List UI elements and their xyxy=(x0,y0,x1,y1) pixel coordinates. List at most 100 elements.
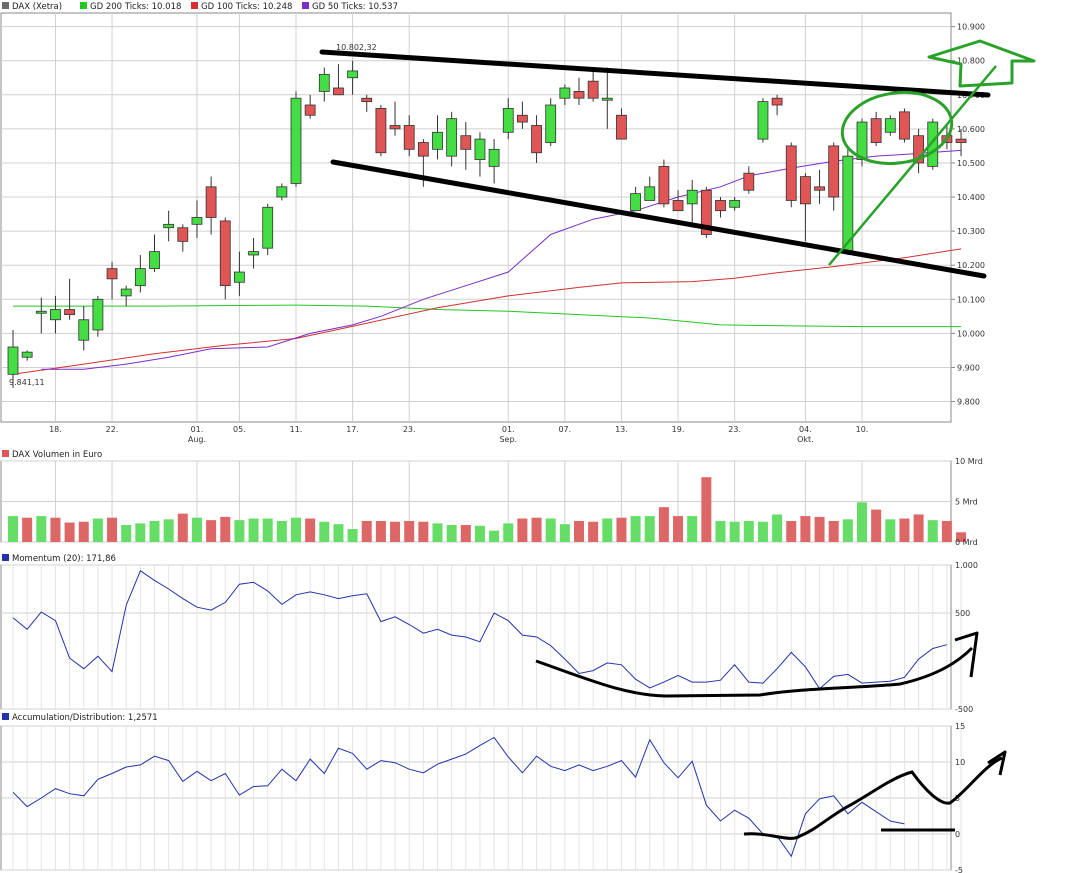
volume-bar xyxy=(305,518,316,542)
price-x-tick-label: 17. xyxy=(346,425,359,434)
gd100-line xyxy=(12,248,962,375)
legend-swatch-gd100 xyxy=(191,2,198,9)
volume-bar xyxy=(107,517,118,542)
candle-body xyxy=(134,268,146,287)
price-x-tick-label: 01. xyxy=(191,425,204,434)
volume-bar xyxy=(474,525,485,542)
momentum-y-tick-label: -500 xyxy=(955,705,973,714)
green-support-line xyxy=(828,65,997,266)
candle-body xyxy=(177,227,189,242)
volume-bar xyxy=(743,520,754,542)
candle-body xyxy=(573,90,585,99)
candle-body xyxy=(120,288,132,297)
candle-body xyxy=(205,186,217,218)
ad-title-swatch xyxy=(2,713,9,720)
gd200-line xyxy=(13,304,962,328)
candle-body xyxy=(531,125,542,154)
candle-body xyxy=(700,189,712,235)
volume-bar xyxy=(503,523,514,542)
momentum-panel: 1.000 500 -500 xyxy=(0,561,979,714)
candle-body xyxy=(290,97,302,184)
volume-bar xyxy=(191,517,202,542)
volume-bar xyxy=(8,516,18,542)
candle-body xyxy=(92,298,104,331)
volume-bar xyxy=(319,521,330,542)
volume-bar xyxy=(729,521,740,542)
candle-body xyxy=(616,114,627,140)
price-y-tick-label: 10.400 xyxy=(957,193,985,202)
candle-body xyxy=(375,108,387,154)
price-x-tick-label: 19. xyxy=(672,425,685,434)
legend-label-gd200: GD 200 Ticks: 10.018 xyxy=(90,2,181,12)
candle-body xyxy=(502,108,514,133)
volume-bar xyxy=(786,520,797,542)
candle-body xyxy=(559,87,571,99)
candle-body xyxy=(417,142,429,157)
candle-body xyxy=(517,114,528,123)
candle-body xyxy=(814,186,825,191)
moving-averages xyxy=(12,149,962,375)
candle-body xyxy=(333,87,344,96)
price-y-tick-label: 10.500 xyxy=(957,159,985,168)
volume-bar xyxy=(220,516,231,542)
candle-body xyxy=(78,319,90,341)
price-x-tick-label: 07. xyxy=(558,425,571,434)
legend-swatch-gd50 xyxy=(302,2,309,9)
price-x-month-label: Aug. xyxy=(188,435,206,444)
volume-bar xyxy=(616,517,627,542)
volume-bar xyxy=(956,532,967,542)
volume-bar xyxy=(842,519,853,542)
volume-bar xyxy=(885,519,896,542)
price-x-tick-label: 10. xyxy=(856,425,869,434)
volume-bar xyxy=(206,520,217,542)
volume-bar xyxy=(927,520,938,542)
candle-body xyxy=(35,310,47,314)
price-y-tick-label: 9.800 xyxy=(957,398,980,407)
momentum-arrow-drawing xyxy=(954,631,979,678)
price-y-tick-label: 10.000 xyxy=(957,329,985,338)
candle-body xyxy=(899,111,910,140)
momentum-line xyxy=(12,570,948,690)
volume-bar xyxy=(262,518,273,542)
volume-bar xyxy=(361,520,372,542)
candle-body xyxy=(446,118,458,157)
candlesticks xyxy=(7,60,967,388)
ad-y-tick-label: 10 xyxy=(955,758,965,767)
volume-bar xyxy=(559,524,570,542)
volume-bar xyxy=(390,521,401,542)
volume-bar xyxy=(814,516,825,542)
chart-legend: DAX (Xetra) GD 200 Ticks: 10.018 GD 100 … xyxy=(2,2,398,12)
price-panel: 9.800 9.900 10.000 10.100 10.200 10.300 10.400… xyxy=(0,12,1036,444)
volume-bar xyxy=(630,516,641,542)
price-x-tick-label: 18. xyxy=(49,425,62,434)
candle-body xyxy=(432,131,443,150)
low-annotation: 9.841,11 xyxy=(9,378,45,387)
volume-bar xyxy=(78,521,89,542)
candle-body xyxy=(715,200,726,212)
candle-body xyxy=(304,104,316,116)
price-y-tick-label: 10.300 xyxy=(957,227,985,236)
price-y-tick-label: 10.800 xyxy=(957,57,985,66)
ad-y-tick-label: 0 xyxy=(955,830,960,839)
ad-line xyxy=(12,736,905,858)
volume-bar xyxy=(446,524,457,542)
ad-title: Accumulation/Distribution: 1,2571 xyxy=(12,713,158,723)
volume-bar xyxy=(658,507,669,542)
volume-bar xyxy=(828,520,839,542)
volume-bar xyxy=(248,518,259,542)
candle-body xyxy=(828,145,840,198)
candle-body xyxy=(149,251,160,270)
legend-label-gd50: GD 50 Ticks: 10.537 xyxy=(312,2,398,12)
volume-bar xyxy=(871,509,882,542)
candle-body xyxy=(658,165,670,205)
volume-panel: 10 Mrd 5 Mrd 0 Mrd xyxy=(0,457,983,547)
price-x-tick-label: 05. xyxy=(233,425,246,434)
price-x-tick-label: 11. xyxy=(290,425,303,434)
price-panel-frame xyxy=(0,12,952,423)
volume-bar xyxy=(489,530,500,542)
price-x-tick-label: 13. xyxy=(615,425,628,434)
candle-body xyxy=(644,186,656,201)
volume-title: DAX Volumen in Euro xyxy=(12,450,102,460)
green-up-arrow xyxy=(927,39,1036,88)
gd50-line xyxy=(41,149,962,370)
